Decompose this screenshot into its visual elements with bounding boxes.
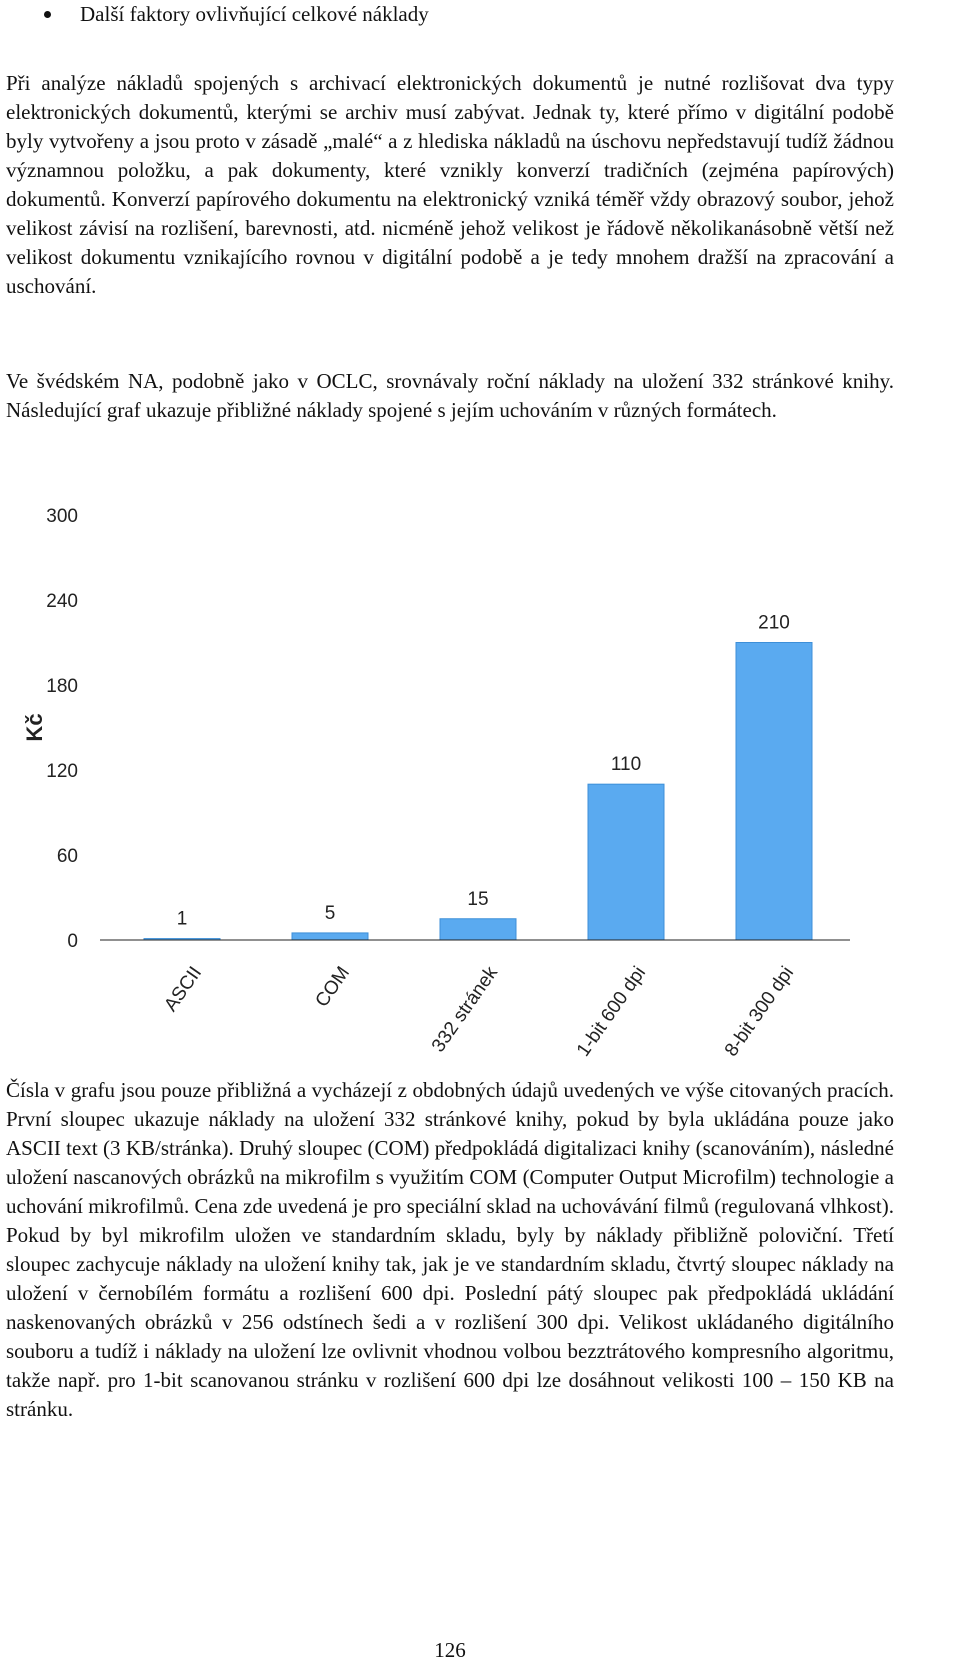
bar-value-label: 1 <box>177 909 188 930</box>
bar <box>439 918 517 941</box>
bar-value-label: 5 <box>325 903 336 924</box>
category-label: 8-bit 300 dpi <box>721 963 798 1061</box>
bullet-text: Další faktory ovlivňující celkové náklad… <box>80 2 429 26</box>
bar <box>587 783 665 941</box>
bullet-dot-icon <box>44 11 51 18</box>
y-tick-label: 180 <box>46 676 78 697</box>
y-tick-label: 60 <box>57 846 78 867</box>
category-label: 332 stránek <box>428 962 502 1056</box>
category-label: COM <box>311 963 354 1011</box>
y-axis-label: Kč <box>22 713 47 741</box>
y-tick-label: 240 <box>46 591 78 612</box>
bar-value-label: 110 <box>611 754 641 775</box>
paragraph-archiving-costs: Při analýze nákladů spojených s archivac… <box>6 71 894 298</box>
y-tick-label: 300 <box>46 506 78 527</box>
category-label: ASCII <box>160 963 206 1016</box>
bar <box>291 932 369 941</box>
y-tick-label: 0 <box>67 931 78 952</box>
paragraph-chart-explanation: Čísla v grafu jsou pouze přibližná a vyc… <box>6 1078 894 1421</box>
bar-value-label: 210 <box>758 613 790 634</box>
bullet-item: Další faktory ovlivňující celkové náklad… <box>44 0 944 29</box>
page-number: 126 <box>434 1638 466 1662</box>
y-tick-label: 120 <box>46 761 78 782</box>
paragraph-swedish-na: Ve švédském NA, podobně jako v OCLC, sro… <box>6 369 894 422</box>
bar <box>735 642 813 941</box>
bar-value-label: 15 <box>467 889 488 910</box>
category-label: 1-bit 600 dpi <box>573 963 650 1061</box>
